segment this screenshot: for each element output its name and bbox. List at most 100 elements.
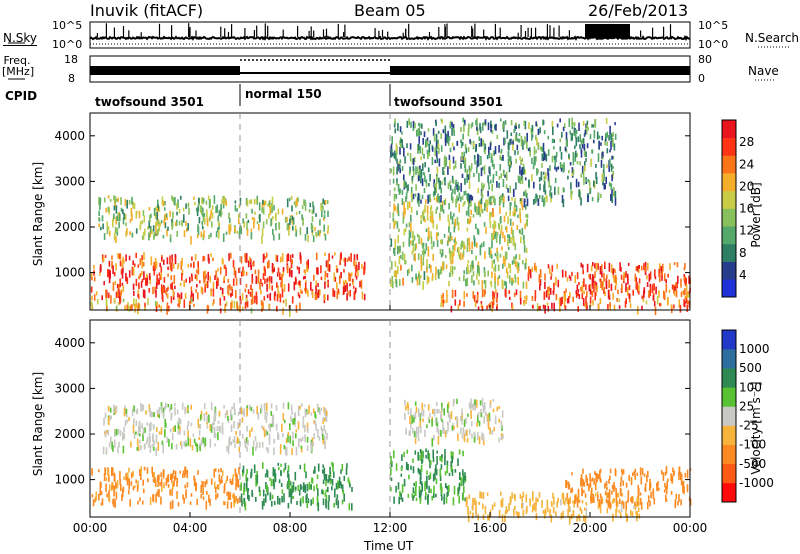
power-echo-cell xyxy=(405,192,408,200)
power-echo-cell xyxy=(392,217,395,222)
power-echo-cell xyxy=(281,274,283,283)
power-echo-cell xyxy=(578,282,580,286)
power-echo-cell xyxy=(548,179,550,188)
power-echo-cell xyxy=(277,267,280,273)
power-echo-cell xyxy=(417,273,420,278)
power-echo-cell xyxy=(649,289,651,297)
velocity-echo-cell xyxy=(200,493,203,499)
power-echo-cell xyxy=(458,254,461,259)
velocity-echo-cell xyxy=(480,492,483,499)
velocity-echo-cell xyxy=(314,411,316,418)
velocity-echo-cell xyxy=(162,444,164,454)
power-echo-cell xyxy=(312,235,315,243)
velocity-echo-cell xyxy=(453,425,455,430)
velocity-echo-cell xyxy=(421,450,424,460)
power-echo-cell xyxy=(452,179,455,184)
velocity-echo-cell xyxy=(680,476,683,486)
velocity-echo-cell xyxy=(339,481,342,486)
velocity-echo-cell xyxy=(283,493,285,503)
velocity-echo-cell xyxy=(469,510,472,514)
power-echo-cell xyxy=(509,155,511,162)
velocity-echo-cell xyxy=(590,487,593,496)
power-echo-cell xyxy=(411,158,414,165)
power-echo-cell xyxy=(562,165,565,173)
power-echo-cell xyxy=(409,240,412,245)
power-echo-cell xyxy=(115,198,118,202)
velocity-echo-cell xyxy=(612,499,614,504)
power-echo-cell xyxy=(245,283,248,288)
power-echo-cell xyxy=(582,121,585,126)
power-echo-cell xyxy=(478,269,480,277)
velocity-echo-cell xyxy=(664,482,666,488)
power-echo-cell xyxy=(550,272,553,277)
velocity-echo-cell xyxy=(114,439,116,448)
power-echo-cell xyxy=(583,176,585,186)
power-echo-cell xyxy=(440,267,443,274)
power-echo-cell xyxy=(408,201,411,208)
power-echo-cell xyxy=(481,166,484,171)
velocity-echo-cell xyxy=(223,405,225,409)
power-echo-cell xyxy=(305,288,308,294)
power-echo-cell xyxy=(142,289,145,298)
velocity-colorbar-tick: 25 xyxy=(739,399,754,413)
power-echo-cell xyxy=(336,282,338,290)
power-echo-cell xyxy=(629,303,632,308)
velocity-echo-cell xyxy=(487,421,490,430)
velocity-echo-cell xyxy=(216,493,219,498)
velocity-echo-cell xyxy=(279,445,282,455)
velocity-echo-cell xyxy=(439,456,442,461)
power-echo-cell xyxy=(265,219,268,225)
velocity-echo-cell xyxy=(474,402,477,411)
power-echo-cell xyxy=(654,276,657,280)
velocity-echo-cell xyxy=(206,415,209,422)
velocity-echo-cell xyxy=(594,492,597,497)
power-echo-cell xyxy=(154,301,157,307)
velocity-echo-cell xyxy=(442,428,444,434)
power-echo-cell xyxy=(542,155,545,162)
power-echo-cell xyxy=(453,165,455,170)
power-echo-cell xyxy=(463,201,466,205)
power-echo-cell xyxy=(501,196,504,201)
power-echo-cell xyxy=(405,196,407,203)
power-echo-cell xyxy=(678,299,681,308)
velocity-echo-cell xyxy=(306,445,309,451)
power-echo-cell xyxy=(564,305,567,310)
power-echo-cell xyxy=(544,273,546,281)
velocity-echo-cell xyxy=(295,486,297,490)
power-echo-cell xyxy=(535,266,538,273)
power-echo-cell xyxy=(451,265,454,274)
power-echo-cell xyxy=(507,234,509,239)
velocity-echo-cell xyxy=(290,490,293,500)
power-echo-cell xyxy=(256,221,259,225)
power-echo-cell xyxy=(588,274,590,279)
nsky-spike xyxy=(128,30,130,37)
velocity-echo-cell xyxy=(287,470,289,478)
velocity-echo-cell xyxy=(229,436,231,440)
power-echo-cell xyxy=(684,288,686,296)
velocity-echo-cell xyxy=(436,408,438,414)
velocity-echo-cell xyxy=(665,465,668,474)
power-echo-cell xyxy=(476,206,478,216)
power-echo-cell xyxy=(469,264,472,273)
power-echo-cell xyxy=(324,252,326,256)
power-echo-cell xyxy=(500,224,503,232)
velocity-echo-cell xyxy=(296,501,298,505)
x-tick-label: 08:00 xyxy=(273,521,308,535)
power-echo-cell xyxy=(309,202,312,208)
power-echo-cell xyxy=(493,225,496,235)
velocity-echo-cell xyxy=(604,490,607,496)
power-echo-cell xyxy=(507,142,510,150)
power-echo-cell xyxy=(414,122,416,129)
velocity-colorbar-swatch xyxy=(722,463,736,484)
power-echo-cell xyxy=(581,285,584,293)
velocity-echo-cell xyxy=(107,469,110,477)
power-echo-cell xyxy=(426,275,429,285)
power-echo-cell xyxy=(584,129,587,135)
power-echo-cell xyxy=(240,225,242,230)
velocity-echo-cell xyxy=(139,469,141,476)
power-echo-cell xyxy=(526,213,529,219)
velocity-echo-cell xyxy=(462,475,465,485)
power-echo-cell xyxy=(417,253,420,261)
power-echo-cell xyxy=(649,283,652,288)
power-echo-cell xyxy=(251,279,254,284)
